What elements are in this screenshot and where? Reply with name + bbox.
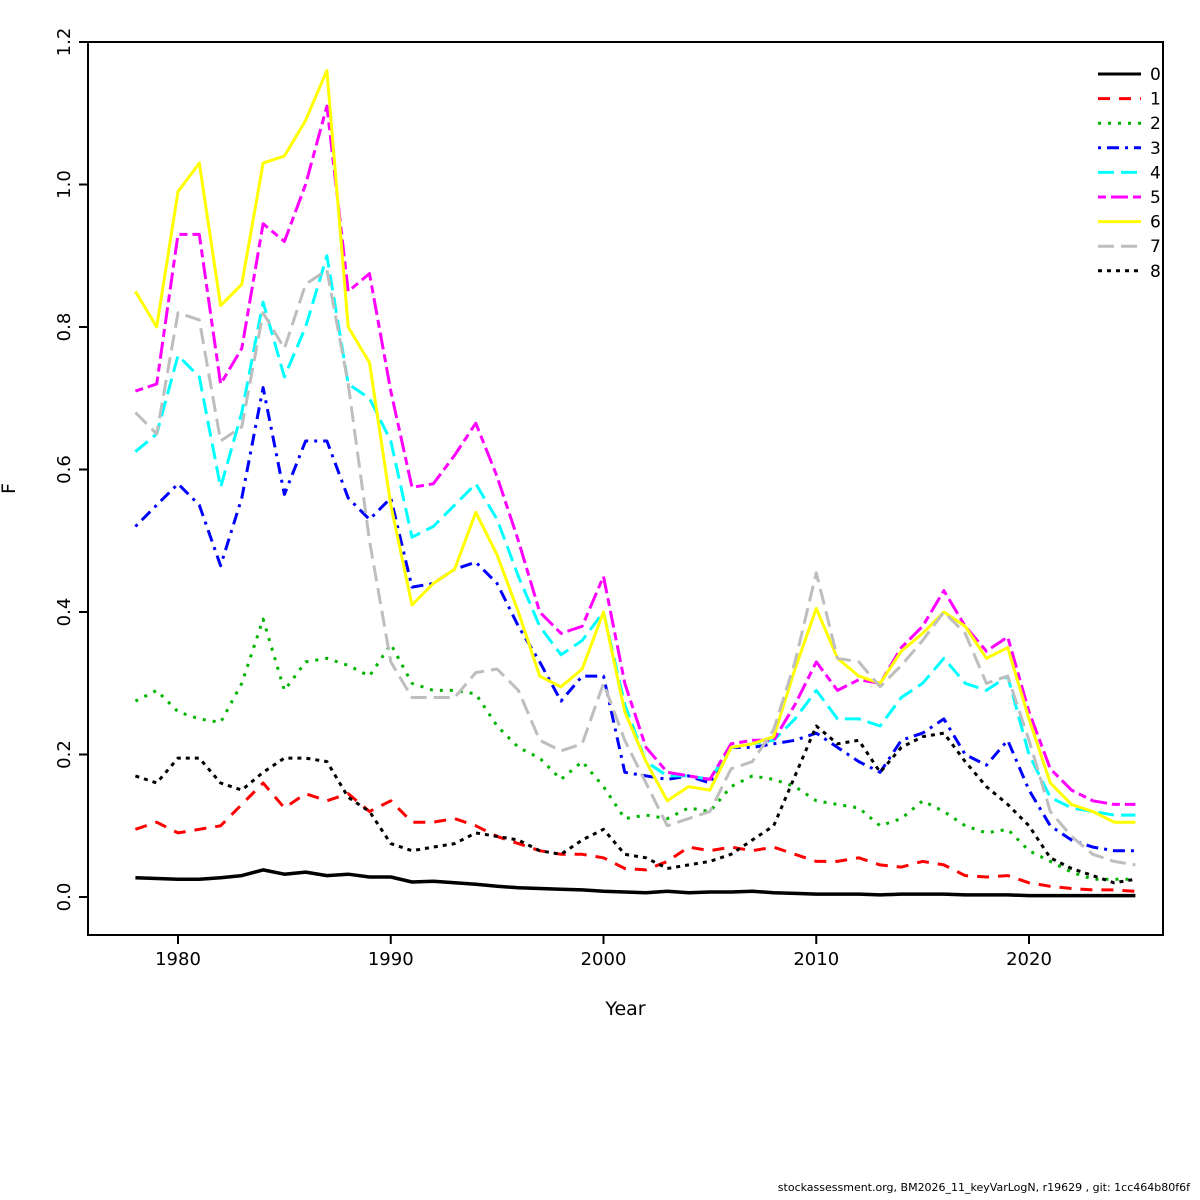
y-tick-label: 0.8 <box>54 313 75 342</box>
legend-label-5: 5 <box>1150 188 1161 208</box>
legend-label-2: 2 <box>1150 114 1161 134</box>
legend-label-6: 6 <box>1150 213 1161 233</box>
x-tick-label: 1990 <box>368 949 414 970</box>
series-line-5 <box>134 104 1136 806</box>
legend-label-4: 4 <box>1150 163 1161 183</box>
y-tick-label: 0.0 <box>54 883 75 912</box>
y-tick-label: 1.2 <box>54 28 75 57</box>
y-tick-label: 0.6 <box>54 455 75 484</box>
series-line-0 <box>135 868 1136 898</box>
footer-watermark: stockassessment.org, BM2026_11_keyVarLog… <box>777 1181 1190 1194</box>
y-tick-label: 0.4 <box>54 598 75 627</box>
legend-label-0: 0 <box>1150 65 1161 85</box>
x-axis-title: Year <box>604 998 645 1020</box>
y-tick-label: 1.0 <box>54 170 75 199</box>
x-tick-label: 2010 <box>793 949 839 970</box>
y-tick-label: 0.2 <box>54 740 75 769</box>
series-line-6 <box>134 69 1136 824</box>
legend-label-8: 8 <box>1150 262 1161 282</box>
series-line-3 <box>134 386 1136 853</box>
series-line-4 <box>134 254 1136 817</box>
legend-label-3: 3 <box>1150 139 1161 159</box>
y-axis-title: F <box>0 483 20 494</box>
series-line-8 <box>134 724 1136 885</box>
axis-box <box>87 41 1164 936</box>
x-tick-label: 2000 <box>581 949 627 970</box>
series-line-1 <box>134 781 1136 893</box>
x-tick-label: 2020 <box>1006 949 1052 970</box>
x-tick-label: 1980 <box>155 949 201 970</box>
series-line-7 <box>134 268 1136 867</box>
legend-label-1: 1 <box>1150 90 1161 110</box>
legend-label-7: 7 <box>1150 237 1161 257</box>
